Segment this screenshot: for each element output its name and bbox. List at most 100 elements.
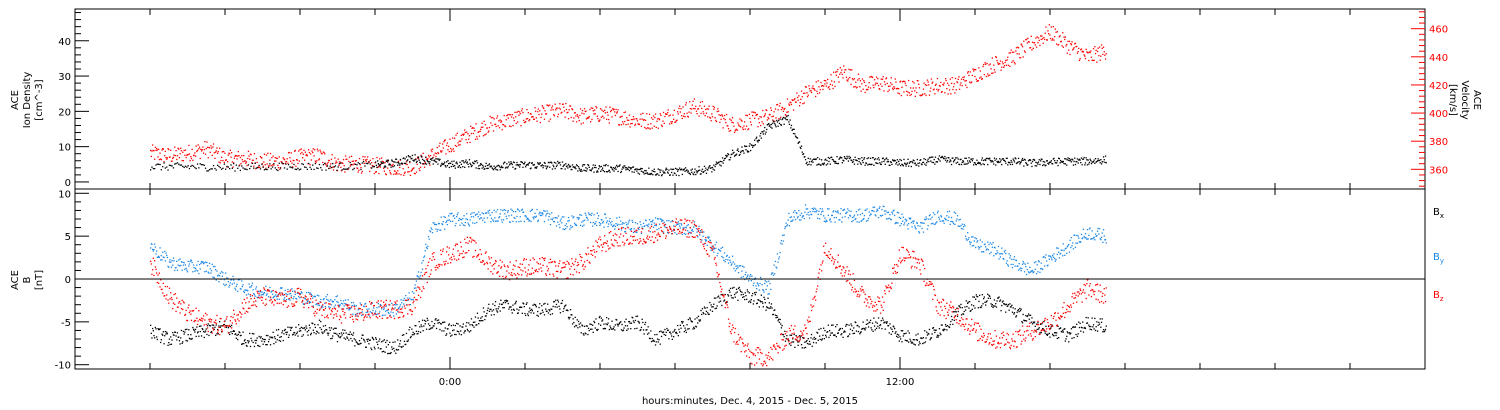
bx-point [926,331,928,333]
bx-point [864,329,866,331]
bx-point [626,329,628,331]
by-point [232,275,234,278]
density-point [656,173,659,175]
bx-point [654,344,657,346]
density-point [705,172,708,174]
bx-point [741,291,743,293]
velocity-point [880,78,882,80]
by-point [437,222,440,225]
density-point [725,154,727,157]
by-point [546,210,548,212]
density-point [1067,157,1069,159]
density-point [695,170,698,172]
bx-point [948,326,951,329]
velocity-point [260,157,262,159]
velocity-point [999,63,1001,65]
bx-point [362,334,364,336]
bx-point [1069,333,1071,335]
velocity-point [239,156,241,159]
velocity-point [1026,42,1028,44]
bx-point [543,303,545,305]
density-point [638,173,641,175]
by-point [501,221,503,223]
bx-point [371,336,373,339]
density-point [387,161,389,163]
density-point [825,164,827,166]
velocity-point [292,166,294,168]
velocity-point [344,171,346,173]
bx-point [422,330,424,332]
density-point [735,153,738,155]
bx-point [561,299,564,302]
velocity-point [491,124,493,127]
by-point [431,232,434,234]
velocity-point [908,79,910,82]
bx-point [1009,303,1011,305]
by-point [317,304,319,306]
bx-point [793,333,795,336]
density-point [618,165,620,167]
bx-point [384,351,386,353]
bx-point [826,331,828,333]
by-point [525,215,527,217]
by-point [369,311,371,313]
velocity-point [565,102,567,105]
by-point [289,299,291,301]
velocity-point [679,105,681,107]
bx-point [1102,329,1105,331]
velocity-point [917,80,919,82]
by-point [387,309,389,312]
bx-point [576,319,578,321]
velocity-point [851,69,853,71]
by-point [591,212,593,214]
density-point [685,167,687,169]
bx-point [482,320,484,322]
by-point [506,217,508,220]
bx-point [796,341,799,343]
bx-point [870,327,872,329]
bx-point [176,332,179,334]
density-point [1092,161,1094,163]
density-point [1046,160,1048,162]
bx-point [378,340,380,342]
density-point [993,157,996,159]
bx-point [267,334,269,337]
velocity-point [782,107,784,109]
bx-point [840,334,842,336]
velocity-point [166,157,168,159]
density-point [948,161,951,163]
density-point [606,171,608,173]
bx-point [558,305,560,307]
bx-point [654,334,656,336]
bx-point [967,301,969,303]
density-point [378,164,380,166]
density-point [381,162,383,164]
density-point [394,161,396,163]
density-point [782,118,784,120]
bx-point [425,328,428,330]
velocity-point [1071,41,1073,43]
velocity-point [363,162,365,165]
velocity-point [472,127,474,129]
by-point [452,220,454,222]
velocity-point [449,138,451,140]
density-point [989,157,991,159]
by-point [401,302,403,304]
by-point [502,219,505,221]
by-point [323,298,325,300]
by-point [517,209,519,211]
density-point [159,163,161,166]
velocity-point [761,121,763,123]
density-point [720,165,722,167]
density-point [904,163,906,165]
density-point [922,161,925,163]
bx-point [634,319,637,322]
bx-point [467,330,469,332]
by-point [727,259,729,261]
density-point [974,162,976,164]
bx-point [252,341,254,344]
velocity-point [196,150,198,153]
velocity-point [1078,47,1080,50]
velocity-point [343,165,345,167]
velocity-point [841,69,843,71]
